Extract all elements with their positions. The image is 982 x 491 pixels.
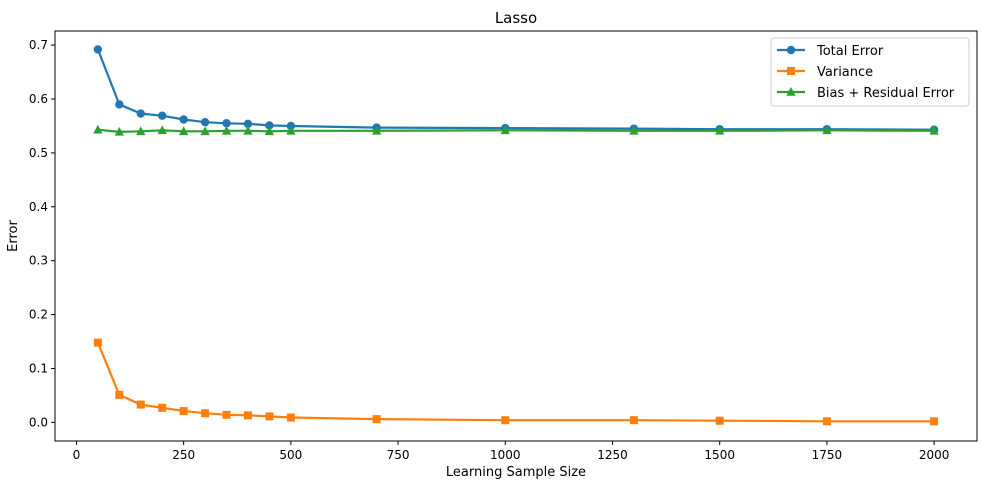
total-error-point <box>222 119 231 128</box>
bias-residual-error-point <box>264 126 275 136</box>
legend-swatch-marker <box>786 45 796 55</box>
variance-point <box>372 415 381 424</box>
y-tick-label: 0.2 <box>29 308 48 322</box>
x-tick-label: 1500 <box>704 448 735 462</box>
total-error-point <box>243 119 253 128</box>
total-error-line <box>96 49 935 131</box>
variance-point <box>222 410 231 419</box>
legend-box <box>770 37 970 107</box>
total-error-point <box>179 115 188 124</box>
total-error-point <box>93 45 103 54</box>
bias-residual-error-point <box>221 125 232 135</box>
legend-swatch-marker <box>786 87 796 96</box>
total-error-point <box>265 121 274 130</box>
bias-residual-error-point <box>929 125 939 135</box>
bias-residual-error-point <box>715 125 725 135</box>
bias-residual-error-point <box>500 125 510 135</box>
legend-label: Total Error <box>816 44 884 59</box>
x-tick-label: 250 <box>172 448 195 462</box>
bias-residual-error-point <box>136 126 146 136</box>
y-tick-label: 0.3 <box>29 254 48 268</box>
variance-line <box>96 342 935 423</box>
series-bias-residual-error <box>93 124 939 136</box>
y-tick-label: 0.0 <box>29 415 48 429</box>
x-tick-label: 2000 <box>919 448 950 462</box>
bias-residual-error-point <box>822 125 832 135</box>
legend-label: Variance <box>817 65 873 80</box>
x-tick-label: 0 <box>73 448 81 462</box>
legend-item-bias-residual-error: Bias + Residual Error <box>777 86 955 101</box>
variance-point <box>115 390 124 399</box>
y-axis-ticks: 0.0 0.1 0.2 0.3 0.4 0.5 0.6 0.7 <box>29 38 55 429</box>
bias-residual-error-point <box>179 126 189 136</box>
x-tick-label: 1250 <box>597 448 628 462</box>
y-tick-label: 0.1 <box>29 361 48 375</box>
variance-point <box>93 338 102 347</box>
legend-item-variance: Variance <box>777 65 873 80</box>
total-error-point <box>136 109 145 118</box>
variance-point <box>265 412 274 421</box>
bias-residual-error-point <box>629 125 639 135</box>
legend-label: Bias + Residual Error <box>817 86 955 101</box>
x-axis-ticks: 0 250 500 750 1000 1250 1500 1750 2000 <box>73 441 950 462</box>
variance-point <box>501 416 510 425</box>
variance-point <box>715 416 724 425</box>
y-tick-label: 0.5 <box>29 146 48 160</box>
x-tick-label: 1000 <box>490 448 521 462</box>
x-tick-label: 1750 <box>812 448 843 462</box>
series-layer <box>93 45 939 426</box>
y-tick-label: 0.6 <box>29 92 48 106</box>
y-axis-title: Error <box>6 220 21 252</box>
y-tick-label: 0.4 <box>29 200 48 214</box>
legend-swatch-marker <box>787 67 795 75</box>
bias-residual-error-point <box>200 126 210 136</box>
variance-point <box>136 400 145 409</box>
variance-point <box>822 417 831 426</box>
bias-residual-error-point <box>243 125 253 135</box>
plot-frame <box>54 30 978 442</box>
bias-residual-error-point <box>93 124 103 134</box>
variance-point <box>179 407 188 416</box>
bias-residual-error-point <box>372 125 382 135</box>
variance-point <box>930 417 939 426</box>
bias-residual-error-point <box>286 125 296 135</box>
legend: Total Error Variance Bias + Residual Error <box>770 37 970 107</box>
x-axis-title: Learning Sample Size <box>446 465 586 480</box>
variance-point <box>158 403 167 412</box>
variance-point <box>201 409 210 418</box>
x-tick-label: 500 <box>279 448 302 462</box>
variance-point <box>286 413 295 422</box>
total-error-point <box>115 100 124 109</box>
variance-point <box>243 411 252 420</box>
x-tick-label: 750 <box>387 448 410 462</box>
bias-residual-error-point <box>114 126 124 136</box>
bias-residual-error-line <box>97 128 935 133</box>
legend-item-total-error: Total Error <box>777 44 884 59</box>
total-error-point <box>200 117 210 127</box>
y-tick-label: 0.7 <box>29 38 48 52</box>
chart-title: Lasso <box>495 9 537 27</box>
total-error-point <box>158 111 167 120</box>
variance-point <box>629 416 638 425</box>
series-variance <box>93 338 939 426</box>
bias-residual-error-point <box>157 125 167 135</box>
